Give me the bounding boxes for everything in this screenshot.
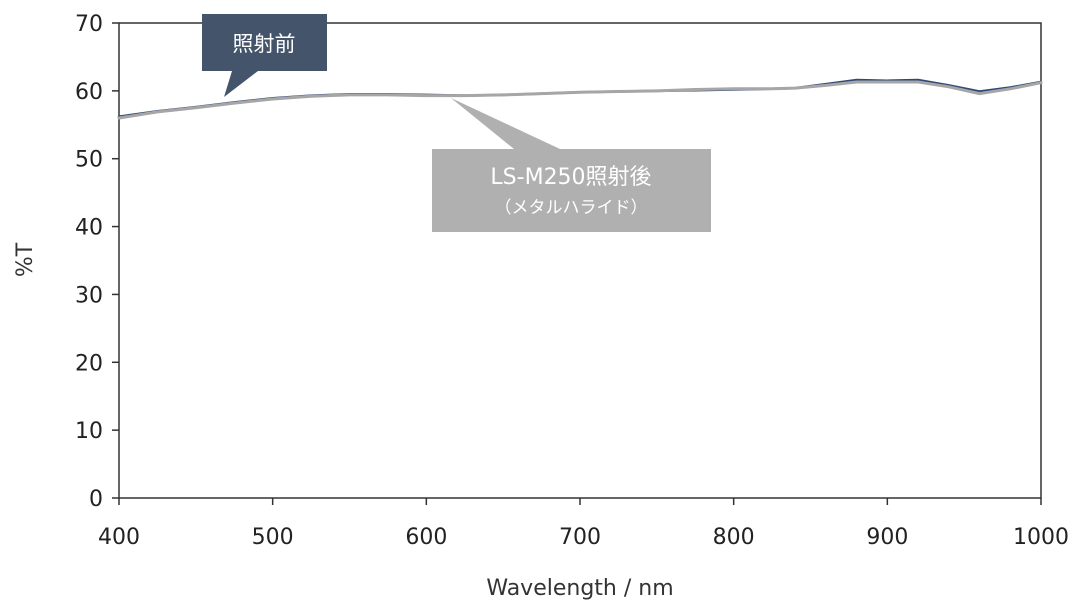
- plot-area: [118, 22, 1042, 499]
- y-tick-label: 50: [75, 148, 103, 173]
- x-axis-title: Wavelength / nm: [486, 576, 673, 601]
- x-tick-label: 800: [713, 525, 755, 550]
- x-tick-label: 600: [405, 525, 447, 550]
- callout-before-irradiation: 照射前: [202, 14, 327, 97]
- y-tick-label: 70: [75, 12, 103, 37]
- callout-after-sublabel: （メタルハライド）: [495, 198, 648, 218]
- callout-after-label: LS-M250照射後: [490, 165, 651, 190]
- callout-after-shape: [432, 98, 711, 232]
- y-tick-label: 20: [75, 351, 103, 376]
- series-line-before: [117, 78, 1043, 118]
- y-tick-label: 30: [75, 283, 103, 308]
- axes: [118, 22, 1042, 499]
- x-tick-label: 500: [252, 525, 294, 550]
- y-tick-label: 10: [75, 419, 103, 444]
- callout-after-irradiation: LS-M250照射後 （メタルハライド）: [432, 98, 711, 232]
- y-tick-label: 40: [75, 216, 103, 241]
- x-tick-label: 1000: [1013, 525, 1069, 550]
- callout-before-label: 照射前: [233, 32, 296, 56]
- x-tick-label: 700: [559, 525, 601, 550]
- x-axis-ticks: 400 500 600 700 800 900 1000: [98, 498, 1069, 550]
- y-tick-label: 0: [89, 487, 103, 512]
- x-tick-label: 400: [98, 525, 140, 550]
- x-tick-label: 900: [866, 525, 908, 550]
- series-layer: [117, 78, 1043, 120]
- y-tick-label: 60: [75, 80, 103, 105]
- y-axis-ticks: 0 10 20 30 40 50 60 70: [75, 12, 119, 512]
- series-line-after: [117, 80, 1043, 120]
- callout-before-shape: [202, 14, 327, 97]
- y-axis-title: %T: [13, 242, 38, 277]
